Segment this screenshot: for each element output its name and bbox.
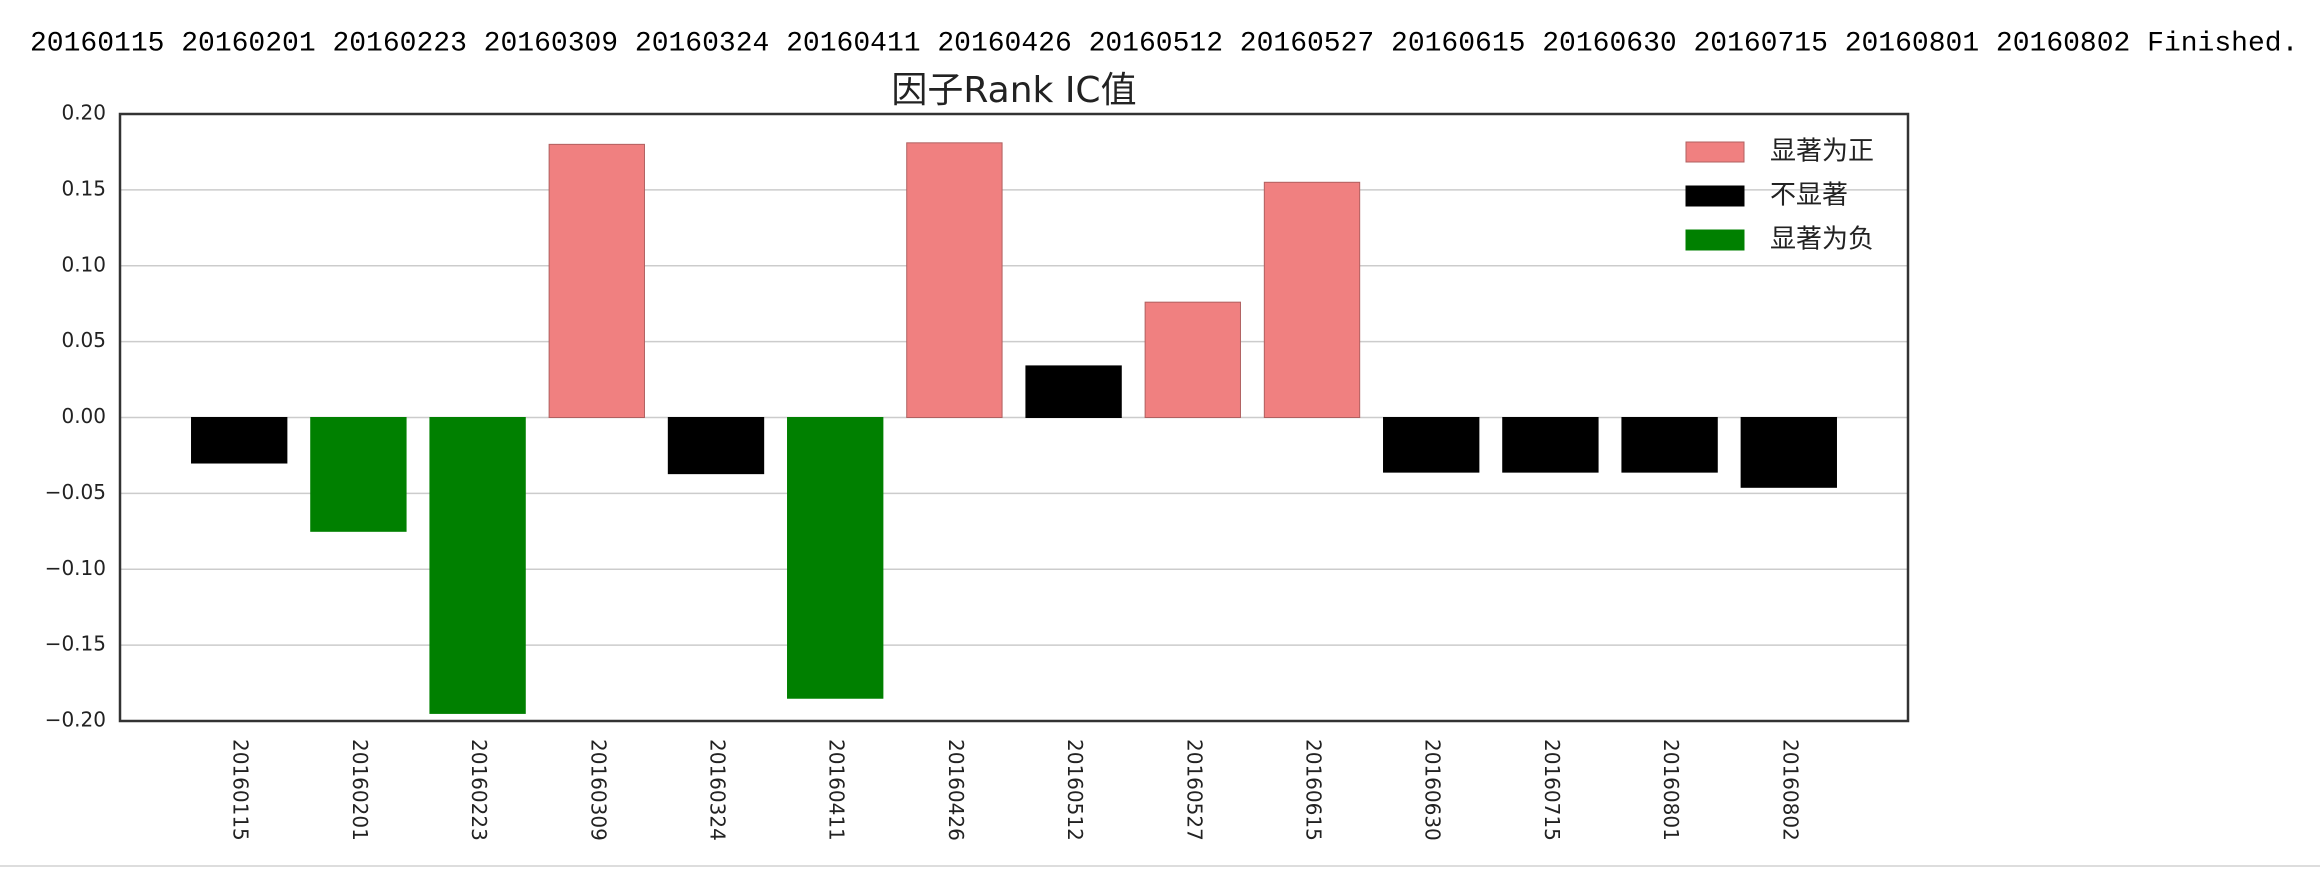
bar (1025, 365, 1122, 418)
x-tick-label: 20160527 (1182, 739, 1206, 841)
chart-title: 因子Rank IC值 (891, 70, 1136, 111)
y-tick-label: 0.20 (61, 101, 106, 125)
bar (429, 417, 526, 714)
bar (1144, 301, 1241, 419)
y-tick-label: 0.15 (61, 176, 106, 200)
bar (310, 417, 407, 532)
legend-label: 显著为负 (1770, 225, 1874, 255)
bar (906, 142, 1003, 419)
x-tick-label: 20160324 (706, 739, 730, 841)
y-tick-label: −0.15 (45, 632, 106, 656)
output-text: 20160115 20160201 20160223 20160309 2016… (30, 28, 2298, 59)
legend-swatch (1685, 229, 1745, 251)
bar (1740, 417, 1837, 488)
bar (191, 417, 288, 464)
x-tick-label: 20160715 (1540, 739, 1564, 841)
bar (1263, 181, 1361, 418)
x-tick-label: 20160201 (348, 739, 372, 841)
bar (667, 417, 765, 475)
legend-swatch (1685, 141, 1745, 163)
bar (1621, 417, 1718, 473)
legend-label: 显著为正 (1770, 137, 1874, 167)
plot-frame (118, 112, 1910, 723)
y-tick-label: 0.00 (61, 404, 106, 428)
x-tick-label: 20160426 (944, 739, 968, 841)
y-tick-label: 0.05 (61, 328, 106, 352)
x-tick-label: 20160309 (586, 739, 610, 841)
y-tick-label: 0.10 (61, 252, 106, 276)
x-tick-label: 20160615 (1302, 739, 1326, 841)
x-tick-label: 20160801 (1659, 739, 1683, 841)
y-tick-label: −0.10 (45, 556, 106, 580)
y-tick-label: −0.20 (45, 708, 106, 732)
y-tick-label: −0.05 (45, 480, 106, 504)
x-tick-label: 20160223 (467, 739, 491, 841)
bar (787, 417, 884, 699)
bar (1383, 417, 1480, 473)
x-tick-label: 20160512 (1063, 739, 1087, 841)
x-tick-label: 20160630 (1421, 739, 1445, 841)
legend-label: 不显著 (1770, 181, 1848, 211)
legend-swatch (1685, 185, 1745, 207)
x-tick-label: 20160802 (1778, 739, 1802, 841)
bar (548, 143, 645, 418)
bar (1502, 417, 1599, 473)
x-tick-label: 20160115 (229, 739, 253, 841)
x-tick-label: 20160411 (825, 739, 849, 841)
